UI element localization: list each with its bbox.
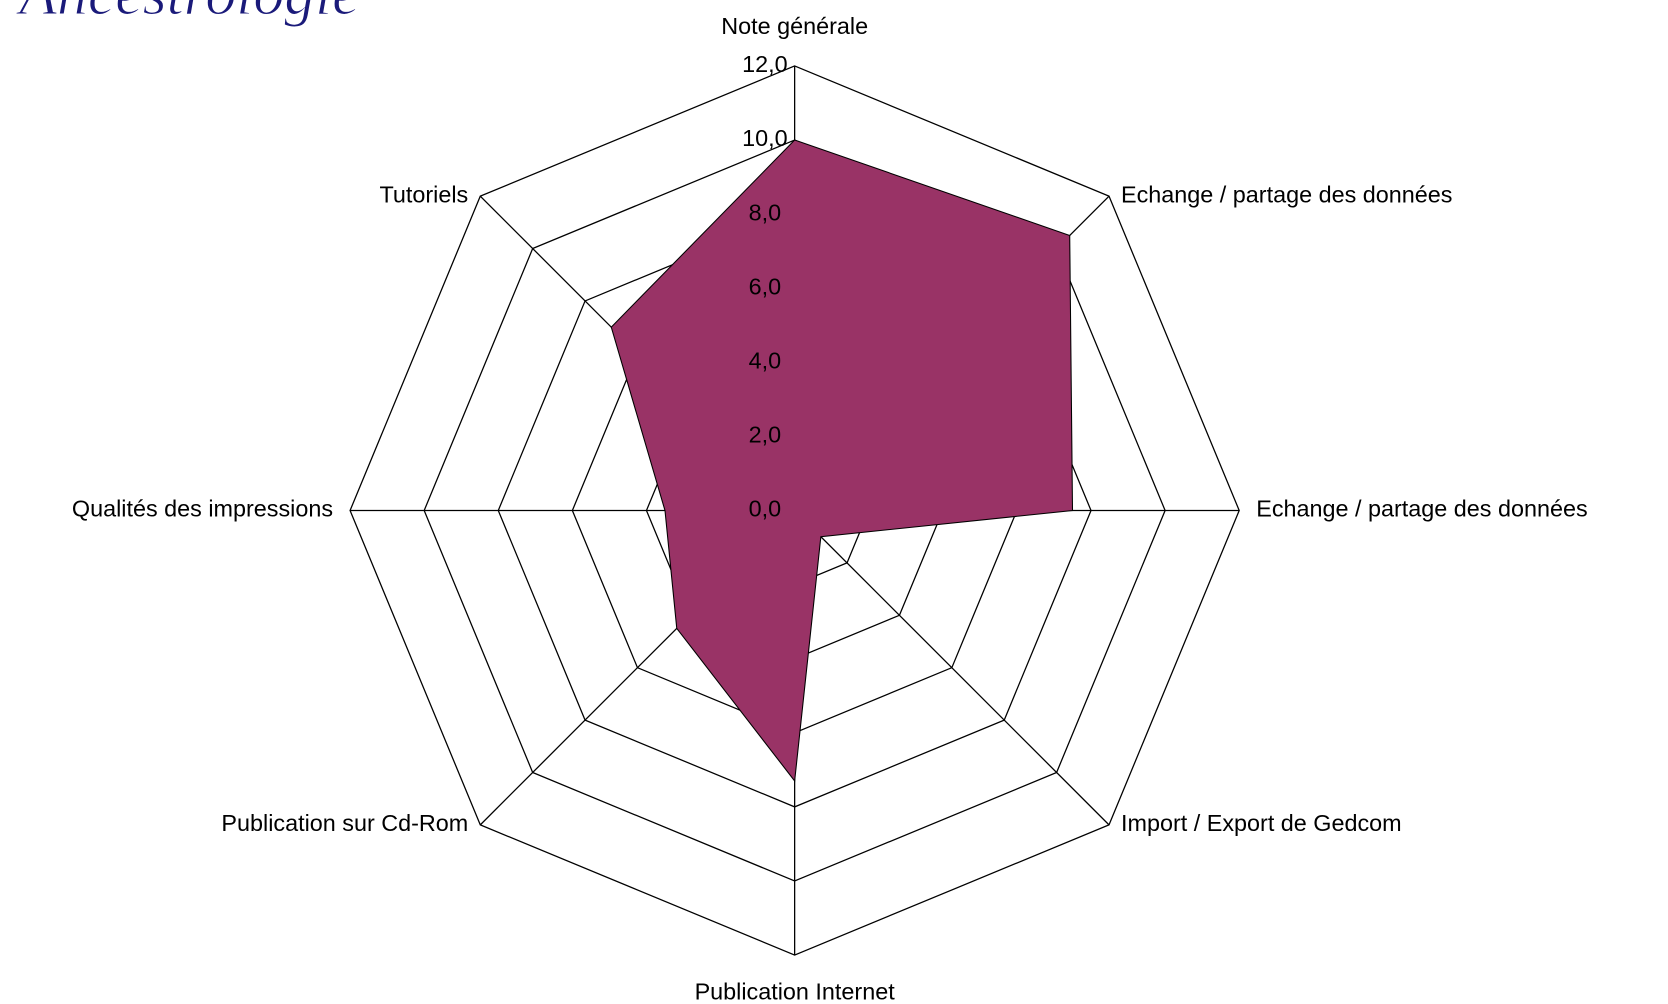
tick-label: 0,0 [749, 496, 782, 522]
tick-label: 2,0 [749, 422, 782, 448]
tick-label: 12,0 [742, 51, 788, 77]
category-label: Publication Internet [695, 979, 896, 1004]
category-label: Tutoriels [379, 181, 468, 207]
category-label: Echange / partage des données [1256, 496, 1587, 522]
category-label: Publication sur Cd-Rom [221, 810, 468, 836]
tick-label: 10,0 [742, 125, 788, 151]
tick-label: 8,0 [749, 199, 782, 225]
category-label: Echange / partage des données [1121, 181, 1452, 207]
category-label: Note générale [721, 13, 868, 39]
category-label: Qualités des impressions [72, 496, 333, 522]
category-label: Import / Export de Gedcom [1121, 810, 1402, 836]
radar-area [610, 139, 1074, 783]
tick-label: 4,0 [749, 347, 782, 373]
logo: Ancestrologie [15, 0, 359, 28]
axis-spoke [794, 510, 1110, 826]
tick-label: 6,0 [749, 273, 782, 299]
